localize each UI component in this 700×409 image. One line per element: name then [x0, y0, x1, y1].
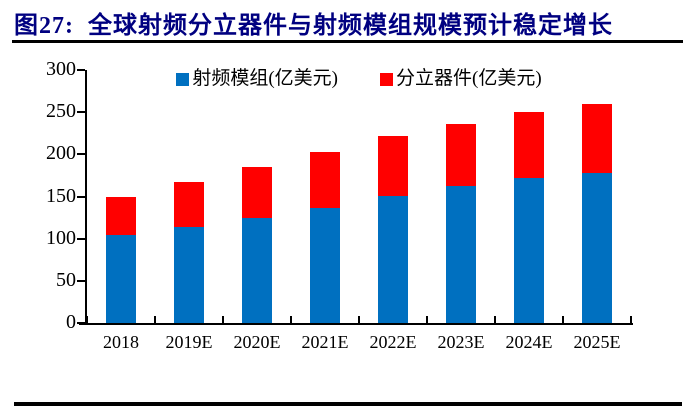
- legend-swatch-module: [176, 72, 190, 86]
- y-tick-label: 200: [46, 142, 76, 165]
- x-axis-label: 2024E: [505, 332, 553, 352]
- chart-title: 图27: 全球射频分立器件与射频模组规模预计稳定增长: [14, 13, 613, 39]
- y-tick-label: 150: [46, 184, 76, 207]
- legend-item-discrete: 分立器件(亿美元): [380, 66, 542, 92]
- x-tick: [154, 316, 156, 323]
- bar-segment-discrete: [242, 166, 272, 219]
- x-axis-label: 2023E: [437, 332, 485, 352]
- x-axis-label: 2020E: [233, 332, 281, 352]
- x-axis-label: 2025E: [573, 332, 621, 352]
- x-tick: [426, 316, 428, 323]
- y-tick: [77, 111, 85, 114]
- x-axis-line: [79, 323, 633, 325]
- x-tick: [562, 316, 564, 323]
- bar-segment-module: [514, 177, 544, 323]
- bar-segment-discrete: [378, 135, 408, 196]
- legend-item-module: 射频模组(亿美元): [176, 66, 338, 92]
- bar-segment-discrete: [310, 151, 340, 209]
- legend-label-discrete: 分立器件(亿美元): [396, 68, 542, 89]
- y-tick: [77, 153, 85, 156]
- title-underline: [12, 40, 683, 43]
- bar-segment-module: [106, 235, 136, 323]
- y-tick: [77, 279, 85, 282]
- chart-legend: 射频模组(亿美元) 分立器件(亿美元): [87, 66, 631, 92]
- bar-segment-module: [242, 218, 272, 323]
- y-tick: [77, 69, 85, 71]
- bar-segment-module: [310, 208, 340, 323]
- x-tick: [358, 316, 360, 323]
- legend-label-module: 射频模组(亿美元): [192, 68, 338, 89]
- y-tick: [77, 195, 85, 198]
- bar-segment-discrete: [106, 196, 136, 236]
- x-tick: [222, 316, 224, 323]
- bar-segment-discrete: [514, 112, 544, 178]
- y-tick: [77, 237, 85, 240]
- x-tick: [494, 316, 496, 323]
- bar-segment-module: [174, 226, 204, 323]
- bar-segment-module: [378, 195, 408, 323]
- legend-swatch-discrete: [380, 72, 393, 86]
- bar-segment-discrete: [582, 103, 612, 173]
- x-tick: [290, 316, 292, 323]
- y-tick-label: 250: [46, 100, 76, 123]
- y-tick: [77, 322, 85, 324]
- x-axis-label: 2018: [103, 332, 139, 352]
- x-tick: [86, 316, 88, 323]
- y-axis-line: [85, 70, 87, 325]
- y-tick-label: 0: [66, 311, 76, 333]
- x-axis-label: 2019E: [165, 332, 213, 352]
- x-axis-label: 2022E: [369, 332, 417, 352]
- x-axis-label: 2021E: [301, 332, 349, 352]
- bar-segment-discrete: [446, 123, 476, 187]
- y-tick-label: 100: [46, 226, 76, 249]
- bar-segment-module: [582, 172, 612, 323]
- bar-segment-module: [446, 186, 476, 323]
- y-tick-label: 50: [56, 268, 76, 291]
- x-tick: [630, 316, 632, 323]
- y-tick-label: 300: [46, 58, 76, 80]
- footer-rule: [14, 402, 682, 406]
- bar-segment-discrete: [174, 182, 204, 227]
